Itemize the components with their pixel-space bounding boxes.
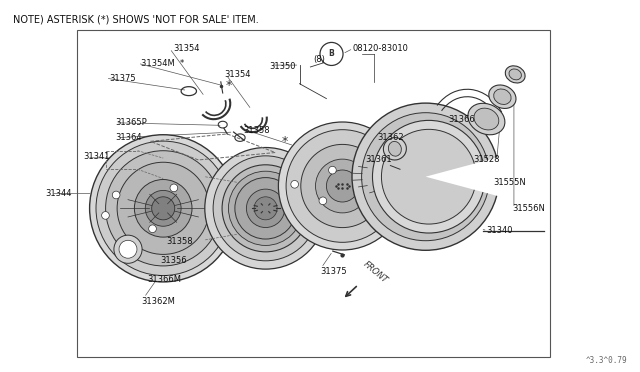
Circle shape bbox=[222, 165, 309, 252]
Circle shape bbox=[319, 197, 326, 205]
Circle shape bbox=[205, 148, 326, 269]
Circle shape bbox=[90, 135, 237, 282]
Text: 31556N: 31556N bbox=[512, 204, 545, 213]
Text: 31358: 31358 bbox=[166, 237, 193, 246]
Circle shape bbox=[246, 189, 285, 228]
Text: 31362M: 31362M bbox=[141, 297, 175, 306]
Text: 31364: 31364 bbox=[115, 133, 142, 142]
Circle shape bbox=[112, 191, 120, 199]
Circle shape bbox=[328, 166, 336, 174]
Circle shape bbox=[145, 190, 181, 226]
Text: 31350: 31350 bbox=[269, 62, 295, 71]
Circle shape bbox=[106, 151, 221, 266]
Text: 08120-83010: 08120-83010 bbox=[352, 44, 408, 53]
Text: 31344: 31344 bbox=[45, 189, 71, 198]
Ellipse shape bbox=[383, 138, 406, 160]
Circle shape bbox=[278, 122, 406, 250]
Ellipse shape bbox=[493, 89, 511, 105]
Text: 31354: 31354 bbox=[224, 70, 250, 79]
Text: 31354: 31354 bbox=[173, 44, 199, 53]
Text: (8): (8) bbox=[314, 55, 326, 64]
Text: 31365P: 31365P bbox=[115, 118, 147, 127]
Circle shape bbox=[320, 42, 343, 65]
Text: 31358: 31358 bbox=[243, 126, 270, 135]
Circle shape bbox=[381, 129, 476, 224]
Circle shape bbox=[170, 184, 178, 192]
Text: B: B bbox=[329, 49, 334, 58]
Circle shape bbox=[217, 198, 225, 205]
Text: 31340: 31340 bbox=[486, 226, 513, 235]
Circle shape bbox=[152, 197, 175, 220]
Ellipse shape bbox=[468, 103, 505, 135]
Circle shape bbox=[254, 197, 277, 220]
Circle shape bbox=[291, 180, 298, 188]
Text: 31356: 31356 bbox=[160, 256, 187, 265]
Circle shape bbox=[362, 113, 490, 241]
Circle shape bbox=[352, 103, 499, 250]
Circle shape bbox=[102, 212, 109, 219]
Circle shape bbox=[96, 141, 230, 276]
Circle shape bbox=[286, 130, 399, 242]
Ellipse shape bbox=[489, 85, 516, 109]
Text: 31361: 31361 bbox=[365, 155, 392, 164]
Circle shape bbox=[207, 218, 214, 225]
Text: 31375: 31375 bbox=[320, 267, 347, 276]
Circle shape bbox=[374, 193, 382, 201]
Text: ^3.3^0.79: ^3.3^0.79 bbox=[586, 356, 627, 365]
Circle shape bbox=[301, 144, 384, 228]
Text: 31354M  *: 31354M * bbox=[141, 59, 184, 68]
Circle shape bbox=[326, 170, 358, 202]
Circle shape bbox=[380, 174, 388, 182]
Circle shape bbox=[213, 156, 318, 261]
Text: 31528: 31528 bbox=[474, 155, 500, 164]
Circle shape bbox=[372, 121, 485, 233]
Circle shape bbox=[235, 177, 296, 239]
Ellipse shape bbox=[474, 108, 499, 130]
Circle shape bbox=[316, 159, 369, 213]
Circle shape bbox=[114, 235, 142, 263]
Ellipse shape bbox=[506, 66, 525, 83]
Text: 31375: 31375 bbox=[109, 74, 136, 83]
Ellipse shape bbox=[509, 69, 522, 80]
Circle shape bbox=[228, 171, 303, 246]
Ellipse shape bbox=[388, 141, 401, 156]
Wedge shape bbox=[426, 157, 501, 196]
Text: 31366M: 31366M bbox=[147, 275, 181, 283]
Text: 31362: 31362 bbox=[378, 133, 404, 142]
Circle shape bbox=[119, 240, 137, 258]
Text: 31366: 31366 bbox=[448, 115, 475, 124]
Text: NOTE) ASTERISK (*) SHOWS 'NOT FOR SALE' ITEM.: NOTE) ASTERISK (*) SHOWS 'NOT FOR SALE' … bbox=[13, 15, 259, 25]
Text: 31341: 31341 bbox=[83, 152, 109, 161]
Text: *: * bbox=[282, 135, 288, 148]
Circle shape bbox=[148, 225, 156, 232]
Bar bbox=[77, 30, 550, 357]
Text: 31555N: 31555N bbox=[493, 178, 525, 187]
Circle shape bbox=[117, 162, 209, 254]
Text: *: * bbox=[226, 79, 232, 92]
Text: FRONT: FRONT bbox=[362, 259, 389, 285]
Circle shape bbox=[134, 180, 192, 237]
